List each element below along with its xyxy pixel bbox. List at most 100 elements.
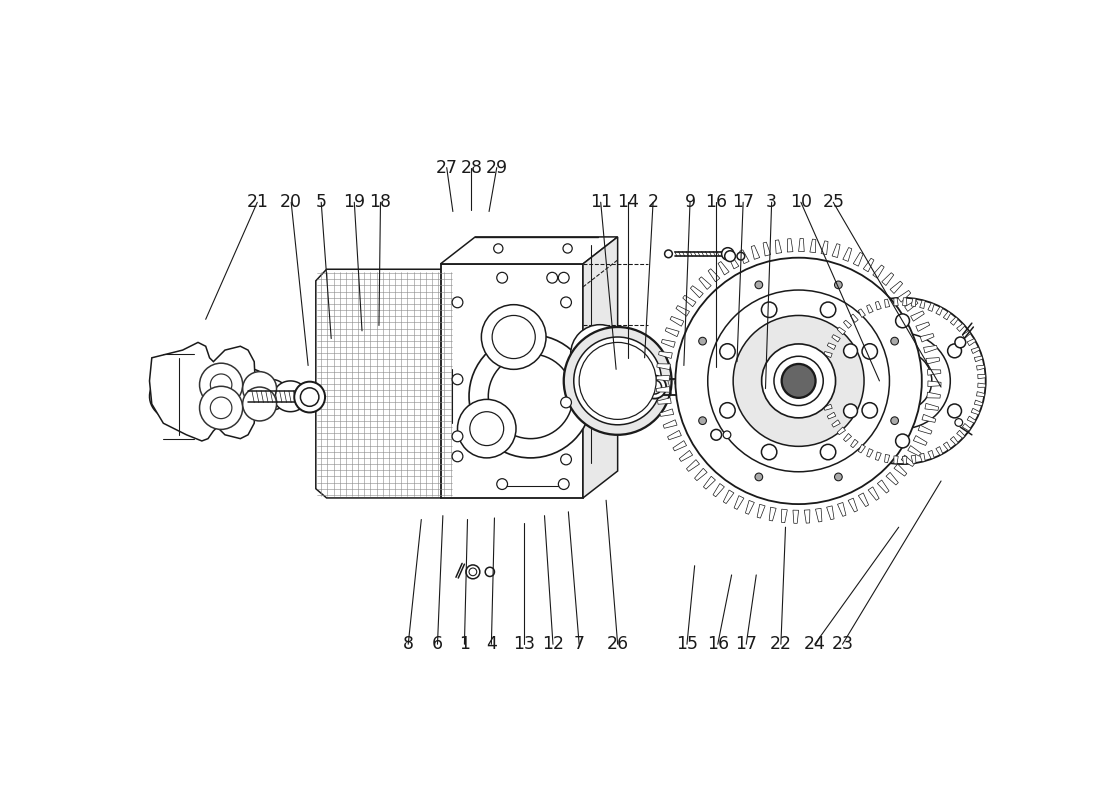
Polygon shape [957, 430, 965, 438]
Polygon shape [928, 450, 934, 459]
Circle shape [664, 250, 672, 258]
Polygon shape [884, 299, 890, 307]
Circle shape [243, 372, 276, 406]
Polygon shape [254, 379, 288, 410]
Polygon shape [872, 265, 884, 278]
Polygon shape [844, 434, 851, 442]
Circle shape [725, 250, 736, 262]
Polygon shape [670, 316, 684, 326]
Polygon shape [920, 300, 925, 309]
Circle shape [300, 388, 319, 406]
Polygon shape [894, 464, 906, 476]
Polygon shape [890, 281, 903, 294]
Polygon shape [898, 290, 911, 302]
Polygon shape [810, 239, 816, 253]
Polygon shape [440, 237, 618, 264]
Circle shape [891, 417, 899, 425]
Circle shape [774, 356, 823, 406]
Polygon shape [927, 370, 940, 375]
Polygon shape [659, 351, 672, 358]
Circle shape [723, 431, 730, 438]
Circle shape [561, 454, 572, 465]
Polygon shape [911, 311, 924, 321]
Circle shape [844, 404, 858, 418]
Polygon shape [902, 456, 906, 464]
Circle shape [711, 378, 728, 396]
Polygon shape [978, 374, 986, 378]
Polygon shape [683, 295, 696, 306]
Polygon shape [977, 392, 985, 397]
Polygon shape [746, 501, 755, 514]
Polygon shape [679, 450, 693, 462]
Circle shape [947, 404, 961, 418]
Circle shape [722, 248, 734, 260]
Text: 19: 19 [343, 194, 365, 211]
Polygon shape [950, 437, 958, 445]
Circle shape [719, 402, 735, 418]
Circle shape [469, 334, 592, 458]
Text: 26: 26 [606, 635, 629, 654]
Polygon shape [924, 346, 937, 353]
Text: 6: 6 [432, 635, 443, 654]
Circle shape [559, 478, 569, 490]
Circle shape [835, 281, 843, 289]
Polygon shape [832, 420, 840, 427]
Circle shape [452, 451, 463, 462]
Circle shape [199, 386, 243, 430]
Polygon shape [911, 298, 916, 306]
Circle shape [458, 399, 516, 458]
Polygon shape [274, 381, 307, 412]
Circle shape [199, 363, 243, 406]
Circle shape [835, 473, 843, 481]
Polygon shape [583, 237, 618, 498]
Text: 13: 13 [513, 635, 535, 654]
Polygon shape [971, 347, 980, 354]
Text: 22: 22 [770, 635, 792, 654]
Circle shape [485, 567, 495, 577]
Polygon shape [916, 322, 930, 331]
Circle shape [761, 302, 777, 318]
Text: 16: 16 [706, 635, 729, 654]
Circle shape [210, 397, 232, 418]
Polygon shape [854, 253, 864, 266]
Polygon shape [734, 496, 744, 510]
Circle shape [452, 297, 463, 308]
Polygon shape [769, 507, 777, 521]
Circle shape [862, 402, 878, 418]
Polygon shape [739, 250, 749, 264]
Polygon shape [316, 270, 454, 498]
Polygon shape [822, 396, 829, 402]
Circle shape [761, 344, 836, 418]
Circle shape [561, 397, 572, 408]
Text: 17: 17 [735, 635, 757, 654]
Circle shape [210, 374, 232, 395]
Polygon shape [799, 238, 804, 252]
Text: 24: 24 [804, 635, 826, 654]
Polygon shape [967, 338, 976, 346]
Polygon shape [820, 378, 827, 383]
Polygon shape [950, 317, 958, 326]
Text: 2: 2 [648, 194, 659, 211]
Polygon shape [925, 403, 938, 410]
Polygon shape [911, 455, 916, 463]
Text: 8: 8 [403, 635, 414, 654]
Polygon shape [864, 258, 873, 272]
Polygon shape [826, 506, 834, 520]
Circle shape [466, 565, 480, 578]
Text: 11: 11 [590, 194, 612, 211]
Polygon shape [666, 328, 679, 337]
Polygon shape [150, 372, 208, 421]
Polygon shape [850, 439, 858, 448]
Polygon shape [657, 364, 670, 370]
Circle shape [644, 375, 667, 398]
Polygon shape [824, 351, 833, 358]
Text: 20: 20 [280, 194, 302, 211]
Circle shape [243, 387, 276, 421]
Circle shape [675, 258, 922, 504]
Polygon shape [440, 264, 583, 498]
Polygon shape [882, 273, 894, 286]
Circle shape [563, 244, 572, 253]
Text: 23: 23 [832, 635, 854, 654]
Polygon shape [788, 238, 793, 252]
Text: 27: 27 [436, 158, 458, 177]
